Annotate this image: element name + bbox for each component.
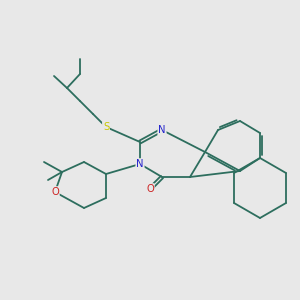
Text: N: N xyxy=(158,125,166,135)
Text: N: N xyxy=(136,159,144,169)
Text: O: O xyxy=(146,184,154,194)
Text: O: O xyxy=(51,187,59,197)
Text: S: S xyxy=(103,122,109,132)
